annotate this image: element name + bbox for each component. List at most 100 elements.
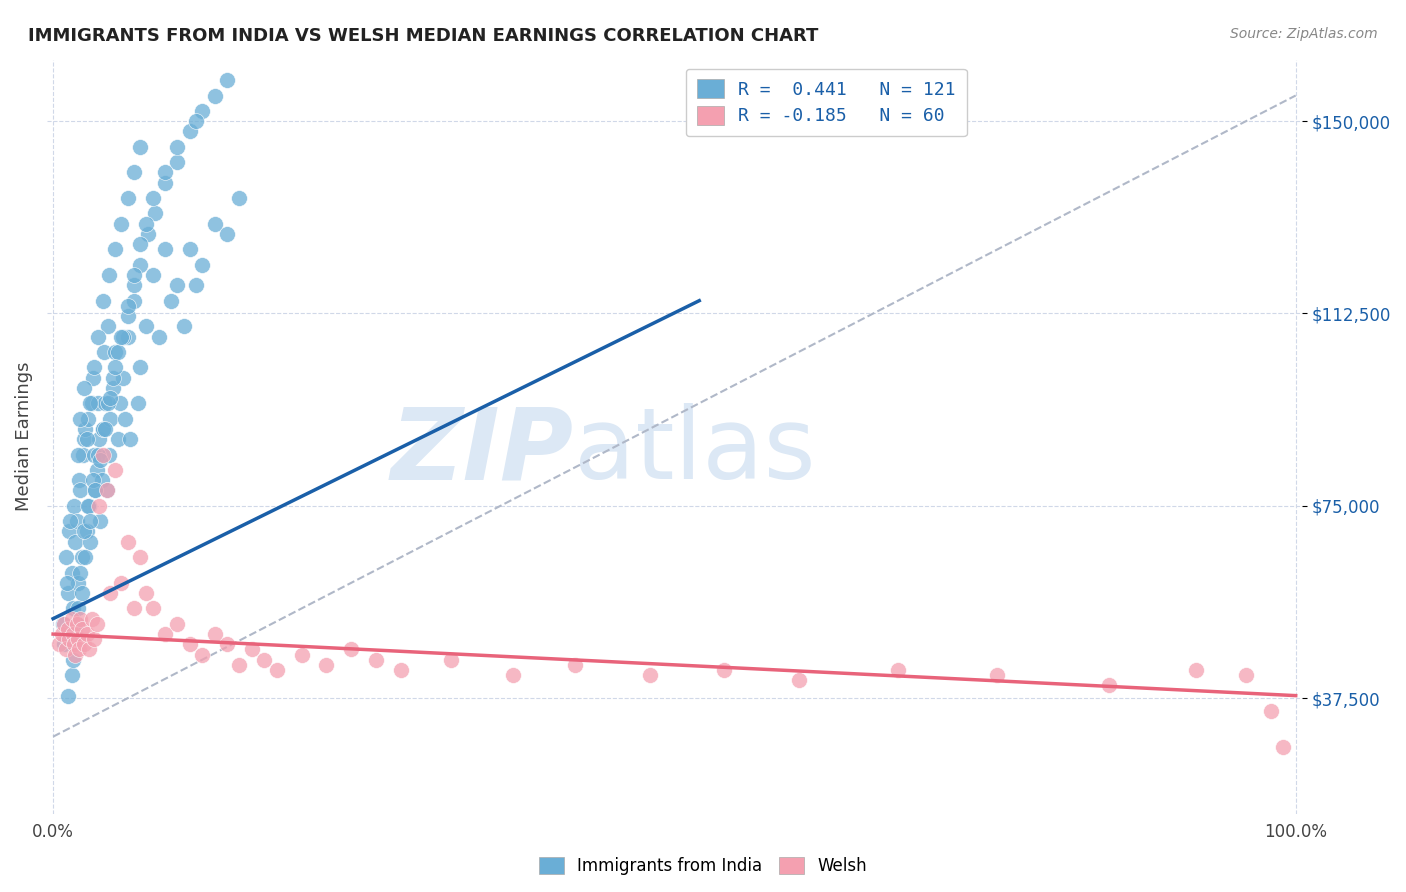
Point <box>564 657 586 672</box>
Point <box>122 278 145 293</box>
Point <box>87 432 110 446</box>
Point <box>66 616 89 631</box>
Point <box>117 191 139 205</box>
Point <box>82 473 104 487</box>
Point <box>96 483 118 498</box>
Point <box>315 657 337 672</box>
Point <box>66 601 89 615</box>
Point <box>111 370 134 384</box>
Point <box>66 575 89 590</box>
Point <box>60 612 83 626</box>
Point <box>56 622 79 636</box>
Point <box>87 396 110 410</box>
Point <box>89 452 111 467</box>
Point <box>98 448 121 462</box>
Y-axis label: Median Earnings: Median Earnings <box>15 362 32 511</box>
Point <box>77 411 100 425</box>
Text: atlas: atlas <box>574 403 815 500</box>
Point <box>110 329 132 343</box>
Point <box>440 653 463 667</box>
Point <box>94 396 117 410</box>
Point <box>135 319 157 334</box>
Point <box>887 663 910 677</box>
Point <box>69 566 91 580</box>
Point <box>80 396 103 410</box>
Point <box>69 411 91 425</box>
Point <box>166 155 188 169</box>
Point <box>63 637 86 651</box>
Point <box>53 616 76 631</box>
Point <box>184 114 207 128</box>
Point <box>77 499 100 513</box>
Point <box>76 432 98 446</box>
Point <box>107 432 129 446</box>
Point <box>55 575 77 590</box>
Point <box>94 422 117 436</box>
Point <box>60 566 83 580</box>
Point <box>148 329 170 343</box>
Point <box>179 124 201 138</box>
Point <box>84 483 107 498</box>
Point <box>52 616 75 631</box>
Text: IMMIGRANTS FROM INDIA VS WELSH MEDIAN EARNINGS CORRELATION CHART: IMMIGRANTS FROM INDIA VS WELSH MEDIAN EA… <box>28 27 818 45</box>
Point <box>76 627 98 641</box>
Point <box>228 191 250 205</box>
Point <box>73 432 96 446</box>
Point <box>191 103 214 118</box>
Point <box>56 689 79 703</box>
Point <box>179 243 201 257</box>
Point <box>1260 704 1282 718</box>
Point <box>73 637 96 651</box>
Point <box>66 616 89 631</box>
Point <box>65 648 87 662</box>
Point <box>69 612 91 626</box>
Point <box>93 345 115 359</box>
Point <box>153 176 176 190</box>
Point <box>84 483 107 498</box>
Point <box>82 370 104 384</box>
Point <box>58 632 80 647</box>
Point <box>97 319 120 334</box>
Point <box>160 293 183 308</box>
Point <box>253 653 276 667</box>
Point <box>66 632 89 647</box>
Point <box>86 463 108 477</box>
Point <box>59 514 82 528</box>
Point <box>110 217 132 231</box>
Point <box>111 329 134 343</box>
Point <box>76 524 98 539</box>
Point <box>129 237 152 252</box>
Point <box>73 524 96 539</box>
Point <box>141 601 163 615</box>
Point <box>389 663 412 677</box>
Point <box>291 648 314 662</box>
Point <box>127 396 149 410</box>
Point <box>66 514 89 528</box>
Point <box>87 329 110 343</box>
Point <box>153 627 176 641</box>
Point <box>67 473 90 487</box>
Point <box>166 616 188 631</box>
Point <box>1234 668 1257 682</box>
Point <box>91 422 114 436</box>
Point <box>179 637 201 651</box>
Point <box>173 319 195 334</box>
Point <box>72 448 94 462</box>
Point <box>129 550 152 565</box>
Point <box>98 268 121 282</box>
Point <box>77 499 100 513</box>
Point <box>204 627 226 641</box>
Point <box>1098 678 1121 692</box>
Point <box>63 499 86 513</box>
Point <box>104 463 127 477</box>
Point <box>83 360 105 375</box>
Point <box>87 499 110 513</box>
Point <box>53 637 76 651</box>
Point <box>104 360 127 375</box>
Point <box>215 227 238 241</box>
Point <box>114 411 136 425</box>
Text: Source: ZipAtlas.com: Source: ZipAtlas.com <box>1230 27 1378 41</box>
Point <box>713 663 735 677</box>
Point <box>73 381 96 395</box>
Point <box>66 448 89 462</box>
